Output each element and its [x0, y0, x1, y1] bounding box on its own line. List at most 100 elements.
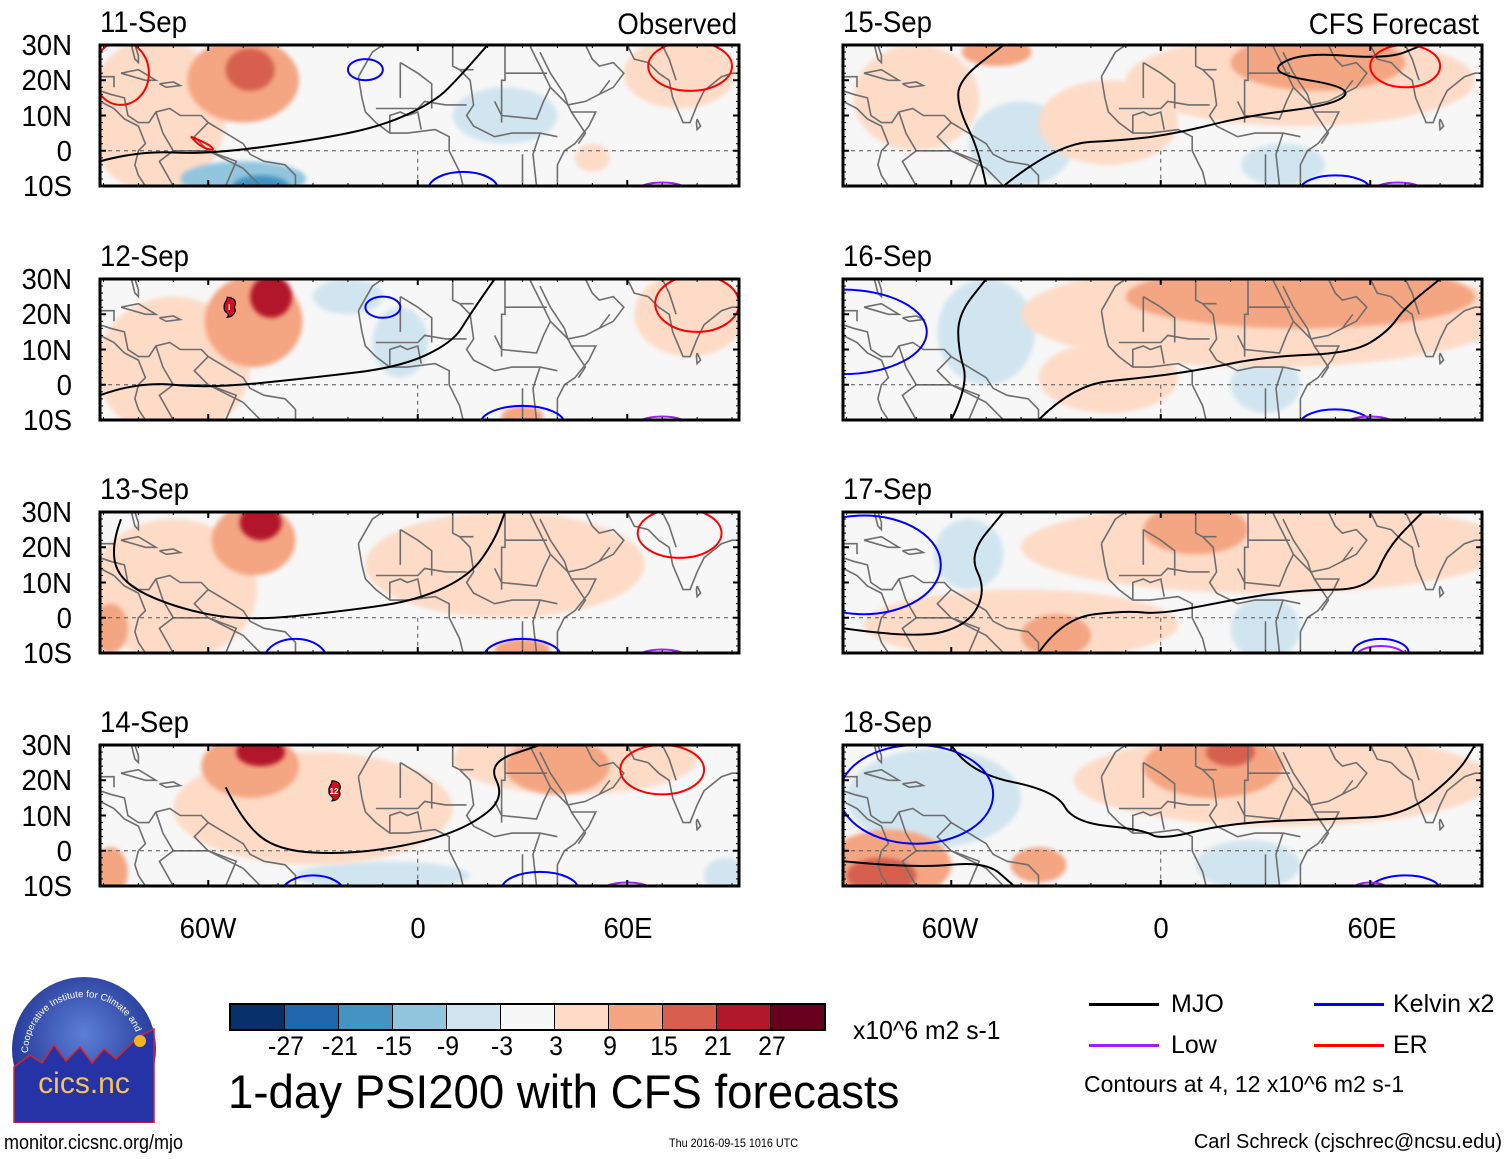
colorbar: [229, 1003, 826, 1031]
coastline: [100, 324, 297, 420]
coastline: [1142, 761, 1176, 809]
legend-label-er: ER: [1393, 1031, 1428, 1059]
panel-date-title: 13-Sep: [100, 473, 190, 506]
coastline: [863, 68, 902, 82]
column-title-observed: Observed: [617, 8, 737, 41]
coastline: [570, 345, 587, 379]
coastline: [389, 810, 422, 834]
lat-label: 10S: [22, 405, 72, 437]
coastline: [570, 578, 587, 612]
coastline: [120, 768, 159, 782]
coastline: [159, 548, 184, 556]
coastline: [873, 745, 883, 765]
lat-label: 10S: [22, 871, 72, 903]
coastline: [100, 775, 115, 788]
coastline: [626, 45, 649, 64]
coastline: [1271, 279, 1341, 420]
positive-anomaly: [250, 279, 293, 318]
coastline: [532, 366, 541, 420]
contour-kelvin-x2: [282, 874, 344, 886]
coastline: [1369, 745, 1392, 764]
map-panel-11-sep: [98, 43, 741, 188]
storm-label: 12: [329, 787, 338, 796]
lon-label-60w-left: 60W: [179, 913, 237, 945]
colorbar-swatch: [663, 1005, 717, 1029]
positive-anomaly: [100, 847, 128, 886]
cics-logo: Cooperative Institute for Climate and Sa…: [8, 975, 156, 1123]
coastline: [1341, 779, 1354, 795]
coastline: [130, 45, 140, 65]
coastline: [100, 800, 147, 886]
coastline: [100, 557, 297, 653]
map-panel-15-sep: [841, 43, 1484, 188]
coastline: [661, 745, 677, 781]
logo-text: cics.nc: [38, 1067, 130, 1100]
contour-er: [190, 135, 214, 151]
contour-low: [639, 181, 686, 186]
negative-anomaly: [704, 857, 739, 886]
contour-low: [639, 648, 686, 653]
negative-anomaly: [295, 861, 471, 886]
coastline: [459, 69, 558, 138]
positive-anomaly: [236, 745, 286, 767]
colorbar-tick-label: 9: [603, 1031, 617, 1061]
lat-label: 0: [56, 369, 72, 402]
lat-label: 30N: [21, 264, 72, 296]
coastline: [647, 296, 739, 358]
coastline: [1390, 296, 1482, 358]
coastline: [493, 553, 552, 587]
positive-anomaly: [574, 143, 610, 172]
coastline: [843, 309, 858, 322]
positive-anomaly: [225, 48, 275, 91]
positive-anomaly: [1038, 80, 1179, 165]
coastline: [1390, 62, 1482, 124]
coastline: [399, 761, 433, 809]
lat-label: 20N: [21, 65, 72, 98]
coastline: [451, 279, 474, 305]
positive-anomaly: [505, 745, 610, 795]
contour-mjo: [843, 860, 1015, 886]
negative-anomaly: [1195, 840, 1301, 886]
lat-label: 20N: [21, 532, 72, 565]
coastline: [1404, 745, 1420, 781]
lat-label: 10N: [21, 334, 72, 367]
lat-label: 10N: [21, 100, 72, 133]
panel-date-title: 18-Sep: [843, 706, 933, 739]
contour-kelvin-x2: [427, 170, 499, 186]
coastline: [1390, 529, 1482, 591]
panel-date-title: 16-Sep: [843, 240, 933, 273]
contour-kelvin-x2: [843, 514, 942, 616]
coastline: [357, 45, 384, 78]
coastline: [120, 68, 159, 82]
contour-kelvin-x2: [346, 58, 384, 82]
coastline: [1438, 352, 1445, 366]
positive-anomaly: [853, 45, 980, 151]
contour-kelvin-x2: [364, 295, 402, 319]
coastline: [647, 62, 739, 124]
coastline: [120, 535, 159, 549]
lat-label: 10N: [21, 800, 72, 833]
footer-url: monitor.cicsnc.org/mjo: [4, 1132, 184, 1154]
positive-anomaly: [1021, 512, 1482, 594]
lat-label: 10N: [21, 567, 72, 600]
negative-anomaly: [1241, 143, 1325, 186]
coastline: [1132, 577, 1165, 601]
coastline: [1282, 45, 1368, 106]
coastline: [1194, 745, 1217, 771]
map-panel-14-sep: 12: [98, 743, 741, 888]
coastline: [451, 745, 474, 771]
coastline: [626, 512, 649, 531]
coastline: [1236, 553, 1295, 587]
coastline: [357, 76, 464, 186]
coastline: [1369, 279, 1392, 298]
coastline: [647, 529, 739, 591]
contour-mjo: [113, 512, 506, 620]
coastline: [1118, 800, 1210, 810]
colorbar-tick-label: -9: [436, 1031, 460, 1061]
positive-anomaly: [1010, 847, 1067, 883]
contour-kelvin-x2: [1351, 637, 1410, 653]
coastline: [661, 512, 677, 548]
coastline: [389, 344, 422, 368]
coastline: [1118, 334, 1210, 344]
lat-label: 30N: [21, 730, 72, 762]
